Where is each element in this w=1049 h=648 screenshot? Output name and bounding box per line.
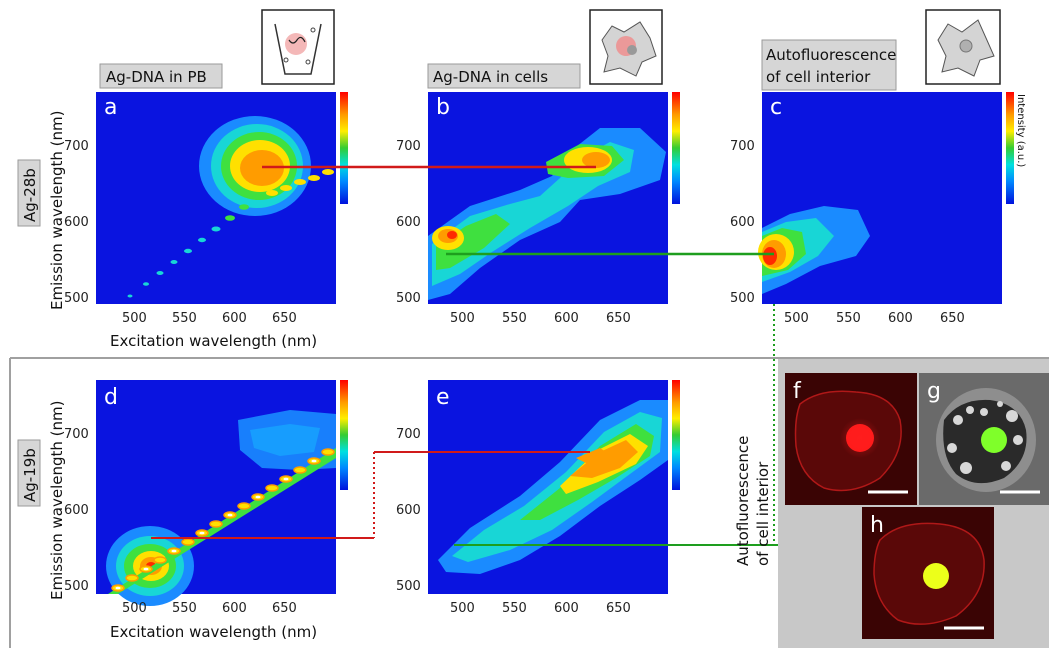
tick-y-c-700: 700 [730,139,755,154]
row2-frame [9,357,1049,648]
tick-x-d-650: 650 [272,601,297,616]
header-col3-box [761,39,897,91]
micro-panel-f: f [785,373,917,505]
tick-y-e-600: 600 [396,503,421,518]
side-label-line1: Autofluorescence [734,436,752,566]
tick-x-d-550: 550 [172,601,197,616]
ticks-panel-b: 500 550 600 650 500 600 700 [396,139,631,326]
beaker-icon [261,9,335,85]
tick-y-b-600: 600 [396,215,421,230]
tick-x-e-600: 600 [554,601,579,616]
tick-x-b-500: 500 [450,311,475,326]
tick-x-b-650: 650 [606,311,631,326]
y-axis-title-row2: Emission wavelength (nm) [48,401,66,600]
tick-x-c-500: 500 [784,311,809,326]
ticks-panel-a: 500 550 600 650 500 600 700 [64,139,297,326]
tick-x-e-550: 550 [502,601,527,616]
panel-letter-b: b [436,95,450,120]
heatmap-panel-e: e [428,380,680,594]
connector-lines [151,165,778,546]
header-col2-box [427,63,581,89]
tick-x-e-650: 650 [606,601,631,616]
x-axis-title-row2: Excitation wavelength (nm) [110,623,317,641]
row2-label: Ag-19b [17,439,41,507]
cell-dna-icon [589,9,663,85]
ticks-panel-e: 500 550 600 650 500 600 700 [396,427,631,616]
tick-x-d-500: 500 [122,601,147,616]
ticks-panel-d: 500 550 600 650 500 600 700 [64,427,297,616]
tick-y-d-600: 600 [64,503,89,518]
colorbar-a [340,92,348,204]
row1-label: Ag-28b [17,159,41,227]
tick-x-a-500: 500 [122,311,147,326]
tick-y-a-700: 700 [64,139,89,154]
tick-x-a-550: 550 [172,311,197,326]
tick-x-a-650: 650 [272,311,297,326]
row1-text: Ag-28b [21,168,39,222]
panel-letter-c: c [770,95,782,120]
colorbar-b [672,92,680,204]
panel-letter-h: h [870,513,884,538]
side-label-line2: of cell interior [754,461,772,566]
header-col3-line2: of cell interior [766,68,871,86]
heatmap-panel-b: b [428,92,680,304]
colorbar-e [672,380,680,490]
colorbar-label: Intensity (a.u.) [1015,94,1026,167]
heatmap-panel-c: c Intensity (a.u.) [758,92,1026,304]
tick-y-c-500: 500 [730,291,755,306]
heatmap-panel-a: a [96,92,348,304]
tick-y-e-700: 700 [396,427,421,442]
header-col1: Ag-DNA in PB [106,68,207,86]
panel-letter-f: f [793,379,802,404]
header-col3-line1: Autofluorescence [766,46,896,64]
diagonal-band-d [108,448,336,594]
panel-letter-a: a [104,95,117,120]
tick-y-e-500: 500 [396,579,421,594]
colorbar-d [340,380,348,490]
row2-text: Ag-19b [21,448,39,502]
tick-x-c-650: 650 [940,311,965,326]
tick-x-c-550: 550 [836,311,861,326]
y-axis-title-row1: Emission wavelength (nm) [48,111,66,310]
tick-y-b-500: 500 [396,291,421,306]
tick-x-b-550: 550 [502,311,527,326]
panel-letter-e: e [436,385,450,410]
tick-y-b-700: 700 [396,139,421,154]
panel-letter-g: g [927,379,941,404]
tick-x-a-600: 600 [222,311,247,326]
tick-x-c-600: 600 [888,311,913,326]
micro-panel-h: h [862,507,994,639]
cell-icon [925,9,1001,85]
tick-y-a-600: 600 [64,215,89,230]
tick-x-b-600: 600 [554,311,579,326]
tick-y-d-500: 500 [64,579,89,594]
panel-letter-d: d [104,385,118,410]
header-col2: Ag-DNA in cells [433,68,548,86]
micro-panel-g: g [919,373,1049,505]
x-axis-title-row1: Excitation wavelength (nm) [110,332,317,350]
heatmap-panel-d: d [96,380,348,606]
tick-y-a-500: 500 [64,291,89,306]
colorbar-c [1006,92,1014,204]
header-col1-box [99,63,223,89]
tick-y-c-600: 600 [730,215,755,230]
ticks-panel-c: 500 550 600 650 500 600 700 [730,139,965,326]
tick-y-d-700: 700 [64,427,89,442]
diagonal-dots-a [127,169,334,298]
tick-x-d-600: 600 [222,601,247,616]
tick-x-e-500: 500 [450,601,475,616]
